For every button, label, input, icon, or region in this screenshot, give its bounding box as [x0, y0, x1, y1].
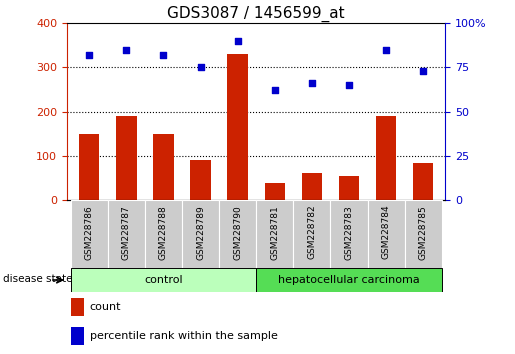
Point — [345, 82, 353, 88]
Bar — [405, 200, 442, 269]
Bar — [108, 200, 145, 269]
Text: GSM228790: GSM228790 — [233, 205, 242, 259]
Bar — [331, 200, 368, 269]
Text: hepatocellular carcinoma: hepatocellular carcinoma — [278, 275, 420, 285]
Point — [233, 38, 242, 44]
Text: GSM228783: GSM228783 — [345, 205, 353, 259]
Bar — [256, 268, 442, 292]
Text: GSM228782: GSM228782 — [307, 205, 316, 259]
Point — [308, 80, 316, 86]
Point — [122, 47, 130, 52]
Bar — [191, 160, 211, 200]
Bar — [79, 133, 99, 200]
Point — [85, 52, 93, 58]
Text: GSM228784: GSM228784 — [382, 205, 390, 259]
Bar — [302, 172, 322, 200]
Bar — [294, 200, 331, 269]
Bar — [153, 133, 174, 200]
Text: count: count — [90, 302, 122, 312]
Point — [382, 47, 390, 52]
Bar — [71, 327, 84, 345]
Point — [419, 68, 427, 74]
Bar — [413, 163, 434, 200]
Text: GSM228789: GSM228789 — [196, 205, 205, 259]
Text: GSM228785: GSM228785 — [419, 205, 428, 259]
Bar — [368, 200, 405, 269]
Text: disease state: disease state — [3, 274, 72, 284]
Title: GDS3087 / 1456599_at: GDS3087 / 1456599_at — [167, 5, 345, 22]
Point — [196, 64, 204, 70]
Bar — [376, 116, 397, 200]
Bar — [256, 200, 294, 269]
Bar — [71, 268, 256, 292]
Text: GSM228788: GSM228788 — [159, 205, 168, 259]
Bar — [182, 200, 219, 269]
Text: control: control — [144, 275, 183, 285]
Point — [271, 87, 279, 93]
Bar — [71, 200, 108, 269]
Bar — [219, 200, 256, 269]
Bar — [145, 200, 182, 269]
Bar — [265, 183, 285, 200]
Bar — [71, 298, 84, 316]
Text: GSM228786: GSM228786 — [84, 205, 94, 259]
Text: GSM228781: GSM228781 — [270, 205, 279, 259]
Text: GSM228787: GSM228787 — [122, 205, 131, 259]
Point — [159, 52, 167, 58]
Text: percentile rank within the sample: percentile rank within the sample — [90, 331, 278, 341]
Bar — [228, 54, 248, 200]
Bar — [116, 116, 136, 200]
Bar — [339, 176, 359, 200]
